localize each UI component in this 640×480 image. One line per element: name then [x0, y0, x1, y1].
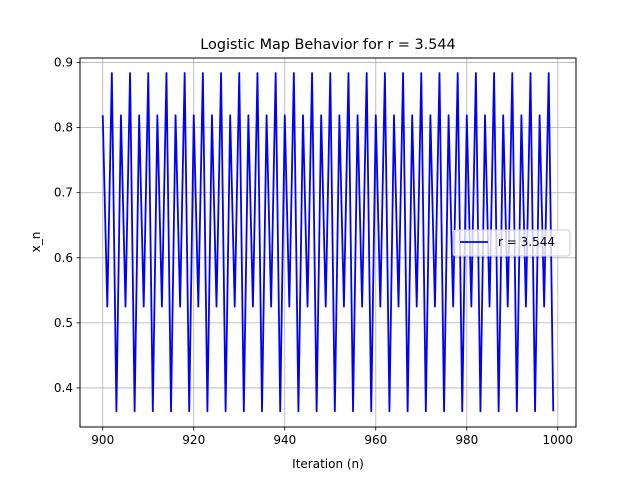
x-tick-label: 980: [455, 433, 478, 447]
y-tick-label: 0.8: [54, 121, 73, 135]
x-tick-label: 940: [273, 433, 296, 447]
plot-frame: [79, 57, 577, 428]
y-axis: 0.4 0.5 0.6 0.7 0.8 0.9: [54, 56, 80, 395]
x-axis-label: Iteration (n): [292, 457, 364, 471]
x-tick-label: 1000: [543, 433, 574, 447]
legend-box: [452, 229, 571, 257]
legend: r = 3.544: [452, 229, 571, 257]
y-axis-label: x_n: [29, 232, 43, 253]
chart-title: Logistic Map Behavior for r = 3.544: [200, 37, 455, 53]
x-tick-label: 920: [182, 433, 205, 447]
x-axis: 900 920 940 960 980 1000: [91, 427, 573, 447]
y-tick-label: 0.7: [54, 186, 73, 200]
x-tick-label: 900: [91, 433, 114, 447]
legend-label: r = 3.544: [498, 235, 555, 249]
y-tick-label: 0.4: [54, 381, 73, 395]
y-tick-label: 0.6: [54, 251, 73, 265]
y-tick-label: 0.5: [54, 316, 73, 330]
y-tick-label: 0.9: [54, 56, 73, 70]
x-tick-label: 960: [364, 433, 387, 447]
